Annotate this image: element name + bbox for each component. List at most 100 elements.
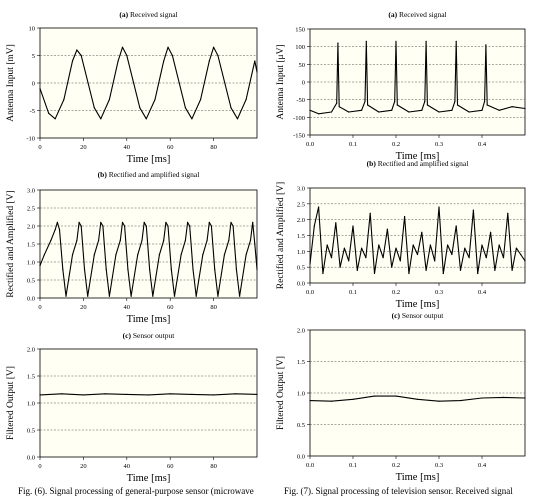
data-point	[145, 118, 147, 120]
data-point	[126, 393, 128, 395]
y-tick-label: 0.0	[297, 281, 305, 288]
data-point	[447, 244, 449, 246]
data-point	[498, 244, 500, 246]
data-point	[127, 268, 129, 270]
data-point	[50, 239, 52, 241]
data-point	[524, 107, 526, 110]
caption-right: Fig. (7). Signal processing of televisio…	[284, 486, 513, 496]
data-point	[173, 295, 176, 297]
data-point	[356, 269, 358, 271]
x-tick-label: 0.0	[306, 289, 314, 296]
y-tick-label: 150	[295, 27, 305, 34]
y-tick-label: 0	[302, 80, 305, 87]
y-tick-label: 1.5	[27, 242, 35, 249]
data-point	[245, 254, 247, 256]
data-point	[54, 229, 56, 231]
data-point	[76, 49, 78, 51]
data-point	[108, 295, 111, 297]
x-tick-label: 40	[124, 463, 131, 470]
y-tick-label: 0.5	[27, 428, 35, 435]
x-tick-label: 0.0	[306, 462, 314, 469]
y-tick-label: 2.5	[27, 206, 35, 213]
data-point	[336, 102, 338, 104]
y-tick-label: 1.5	[27, 374, 35, 381]
y-tick-label: 1.5	[297, 359, 305, 366]
data-point	[425, 40, 427, 42]
data-point	[481, 109, 483, 111]
data-point	[158, 254, 160, 256]
x-tick-label: 0.4	[478, 289, 487, 296]
data-point	[105, 268, 107, 270]
data-point	[191, 118, 193, 120]
data-point	[442, 272, 444, 275]
data-point	[48, 112, 50, 114]
data-point	[485, 44, 487, 46]
chart-panel-2: 0.0 0.5 1.0 1.5 2.0 2.5 3.0 0 20 40 60 80 Time [ms] R…	[5, 170, 258, 325]
data-point	[454, 100, 456, 103]
x-tick-label: 60	[167, 304, 174, 311]
data-point	[438, 400, 440, 402]
data-point	[502, 396, 505, 399]
y-tick-label: -5	[30, 108, 35, 115]
y-tick-label: -10	[26, 136, 35, 143]
data-point	[481, 397, 483, 399]
data-point	[230, 107, 232, 109]
data-point	[395, 247, 397, 249]
data-point	[167, 46, 169, 48]
x-axis-label: Time [ms]	[127, 473, 171, 484]
data-point	[337, 42, 339, 44]
data-point	[65, 295, 67, 297]
x-tick-label: 0.1	[349, 462, 357, 469]
chart-panel-3: 0.0 0.5 1.0 1.5 2.0 0 20 40 60 80 Time [ms] Filtere…	[6, 331, 258, 484]
data-point	[416, 398, 419, 400]
data-point	[180, 254, 182, 256]
data-point	[373, 395, 376, 397]
data-point	[326, 244, 328, 246]
data-point	[330, 400, 333, 402]
x-tick-label: 0	[38, 144, 41, 151]
data-point	[421, 231, 423, 233]
panel-title: (b) Rectified and amplified signal	[367, 159, 469, 168]
data-point	[256, 268, 258, 270]
data-point	[228, 239, 230, 241]
x-axis-label: Time [ms]	[396, 151, 440, 162]
y-tick-label: 100	[295, 44, 305, 51]
data-point	[63, 98, 65, 101]
data-point	[507, 212, 509, 214]
data-point	[498, 109, 500, 111]
data-point	[163, 239, 165, 241]
x-tick-label: 80	[210, 304, 217, 311]
data-point	[424, 100, 426, 103]
data-point	[210, 225, 213, 227]
data-point	[404, 215, 406, 218]
x-tick-label: 20	[80, 304, 87, 311]
data-point	[395, 395, 397, 397]
x-tick-label: 0.2	[392, 141, 400, 148]
data-point	[191, 393, 193, 395]
data-point	[524, 260, 526, 262]
data-point	[425, 269, 427, 271]
data-point	[39, 87, 41, 90]
data-point	[184, 107, 186, 109]
data-point	[330, 257, 333, 259]
data-point	[468, 111, 470, 113]
data-point	[416, 253, 419, 256]
panel-title: (b) Rectified and amplified signal	[98, 170, 200, 179]
y-axis-label: Rectified and Amplified [V]	[275, 182, 286, 289]
data-point	[124, 225, 126, 227]
data-point	[39, 394, 41, 396]
data-point	[309, 263, 311, 265]
data-point	[502, 257, 505, 259]
caption-left: Fig. (6). Signal processing of general-p…	[18, 486, 254, 496]
y-tick-label: 2.0	[297, 217, 305, 224]
data-point	[408, 111, 410, 113]
data-point	[309, 109, 311, 111]
x-tick-label: 0.3	[435, 289, 443, 296]
data-point	[426, 104, 428, 106]
data-point	[361, 109, 363, 111]
x-tick-label: 80	[210, 144, 217, 151]
data-point	[511, 106, 513, 108]
data-point	[223, 254, 226, 256]
data-point	[119, 239, 121, 241]
